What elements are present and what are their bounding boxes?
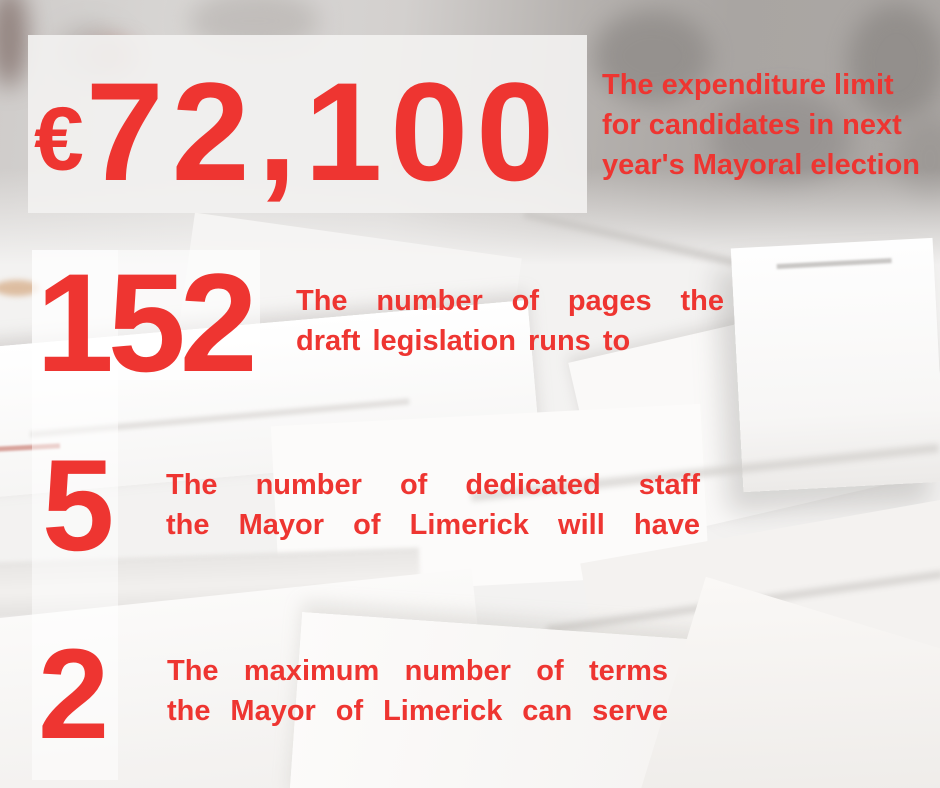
stat-description-line: The expenditure limit	[602, 69, 894, 101]
stat-description-line: the Mayor of Limerick can serve	[167, 695, 668, 727]
highlight-strip	[32, 250, 260, 380]
stat-description-line: the Mayor of Limerick will have	[166, 509, 700, 541]
currency-symbol: €	[34, 88, 86, 189]
stat-description-line: The number of pages the	[296, 285, 724, 317]
blur-blob	[848, 4, 940, 121]
blur-blob	[593, 10, 711, 102]
envelope-print-line	[776, 258, 892, 270]
stat-value: €72,100	[34, 62, 562, 202]
stat-value: 152	[36, 244, 258, 401]
stat-description: The number of dedicated staff the Mayor …	[166, 465, 700, 545]
stat-value: 2	[38, 623, 110, 766]
stat-description-line: year's Mayoral election	[602, 149, 920, 181]
stat-description: The expenditure limit for candidates in …	[602, 65, 940, 185]
highlight-box	[28, 35, 587, 213]
stat-description-line: The maximum number of terms	[167, 655, 668, 687]
stat-amount: 72,100	[85, 53, 563, 210]
stat-description: The number of pages the draft legislatio…	[296, 281, 724, 361]
stat-description-line: The number of dedicated staff	[166, 469, 700, 501]
stat-value: 5	[42, 432, 115, 578]
stat-description-line: draft legislation runs to	[296, 325, 631, 357]
stat-description-line: for candidates in next	[602, 109, 902, 141]
tan-photo-detail	[0, 280, 40, 296]
stat-description: The maximum number of terms the Mayor of…	[167, 651, 668, 731]
